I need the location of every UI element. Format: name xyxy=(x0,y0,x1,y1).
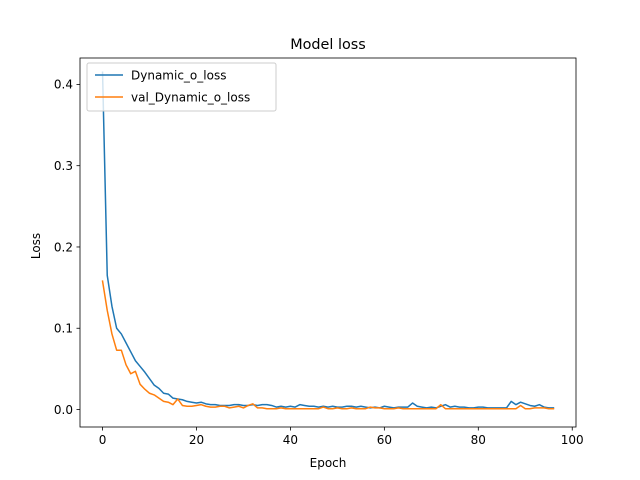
x-tick-label: 100 xyxy=(561,433,584,447)
axis-ticks: 0 20 40 60 80 100 0.0 0.1 0.2 0.3 0.4 xyxy=(54,78,584,447)
legend-label-1: val_Dynamic_o_loss xyxy=(131,90,250,104)
y-tick-label: 0.3 xyxy=(54,159,73,173)
legend: Dynamic_o_loss val_Dynamic_o_loss xyxy=(86,62,277,112)
legend-box xyxy=(86,62,277,112)
axes-frame xyxy=(79,57,577,428)
x-axis-label: Epoch xyxy=(310,456,347,470)
series-line-0 xyxy=(101,71,555,409)
chart-title: Model loss xyxy=(290,37,366,53)
series-line-1 xyxy=(101,280,555,410)
y-tick-label: 0.2 xyxy=(54,240,73,254)
y-axis-label: Loss xyxy=(29,233,43,259)
x-tick-label: 0 xyxy=(99,433,107,447)
plot-area xyxy=(79,57,577,428)
y-tick-label: 0.0 xyxy=(54,403,73,417)
x-tick-label: 20 xyxy=(189,433,204,447)
y-tick-label: 0.4 xyxy=(54,78,73,92)
legend-label-0: Dynamic_o_loss xyxy=(131,68,226,82)
x-tick-label: 60 xyxy=(377,433,392,447)
x-tick-label: 80 xyxy=(471,433,486,447)
y-tick-label: 0.1 xyxy=(54,322,73,336)
x-tick-label: 40 xyxy=(283,433,298,447)
